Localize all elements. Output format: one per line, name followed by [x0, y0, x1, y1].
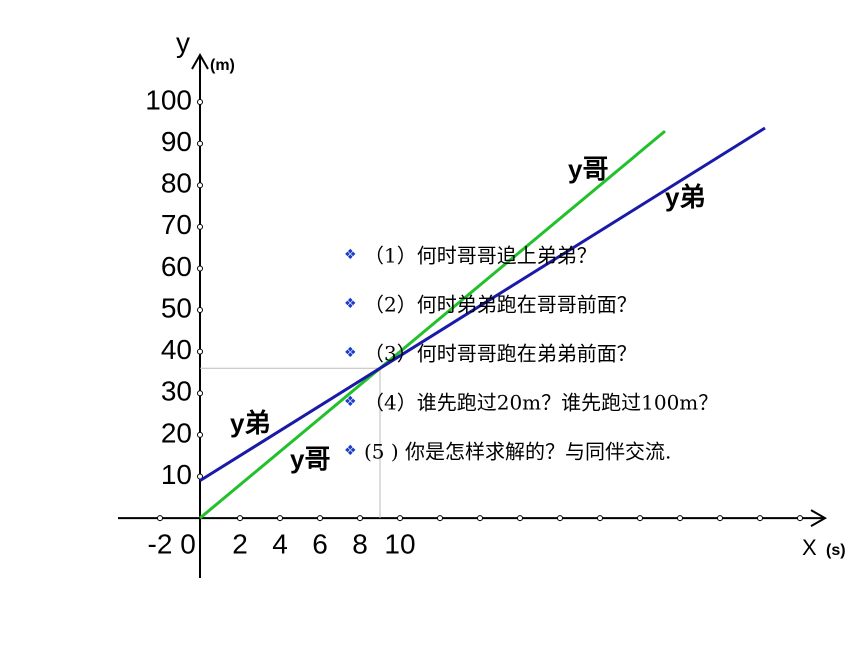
x-tick-label: 2 — [232, 528, 248, 559]
bullet: ❖ — [344, 393, 357, 409]
tick-mark — [157, 515, 163, 522]
tick-mark — [677, 515, 683, 522]
tick-mark — [597, 515, 603, 522]
x-tick-label: 8 — [352, 528, 368, 559]
tick-mark — [557, 515, 563, 522]
bullet: ❖ — [344, 295, 357, 311]
y-tick-label: 90 — [161, 126, 192, 157]
tick-mark — [757, 515, 763, 522]
tick-mark — [637, 515, 643, 522]
x-tick-label: 6 — [312, 528, 328, 559]
x-axis-unit: (s) — [826, 542, 846, 559]
y-tick-label: 30 — [161, 376, 192, 407]
line-label: y哥 — [290, 444, 330, 474]
x-tick-label: -2 — [148, 528, 173, 559]
bullet: ❖ — [344, 246, 357, 262]
tick-mark — [197, 140, 203, 147]
y-axis-label: y — [176, 27, 190, 58]
tick-mark — [237, 515, 243, 522]
y-tick-label: 50 — [161, 292, 192, 323]
tick-mark — [317, 515, 323, 522]
tick-mark — [437, 515, 443, 522]
tick-mark — [797, 515, 803, 522]
y-tick-label: 20 — [161, 417, 192, 448]
bullet: ❖ — [344, 344, 357, 360]
tick-mark — [357, 515, 363, 522]
y-tick-label: 80 — [161, 168, 192, 199]
line-series — [199, 129, 666, 520]
tick-mark — [197, 431, 203, 438]
line-series — [199, 126, 766, 482]
question: （4）谁先跑过20m？谁先跑过100m？ — [364, 391, 718, 415]
y-axis-arrow — [191, 52, 209, 70]
tick-mark — [477, 515, 483, 522]
line-label: y弟 — [665, 182, 705, 212]
x-axis-arrow — [810, 509, 828, 527]
x-tick-label: 0 — [180, 528, 196, 559]
x-tick-label: 10 — [384, 528, 415, 559]
tick-mark — [517, 515, 523, 522]
tick-mark — [397, 515, 403, 522]
x-tick-label: 4 — [272, 528, 288, 559]
y-tick-label: 70 — [161, 209, 192, 240]
bullet: ❖ — [344, 442, 357, 458]
tick-mark — [197, 348, 203, 355]
y-tick-label: 10 — [161, 459, 192, 490]
tick-mark — [197, 265, 203, 272]
question: （1）何时哥哥追上弟弟？ — [364, 244, 597, 268]
tick-mark — [197, 99, 203, 106]
tick-mark — [197, 307, 203, 314]
tick-mark — [277, 515, 283, 522]
line-label: y哥 — [568, 154, 608, 184]
y-tick-label: 40 — [161, 334, 192, 365]
question: （3）何时哥哥跑在弟弟前面？ — [364, 342, 637, 366]
y-tick-label: 100 — [145, 84, 192, 115]
tick-mark — [717, 515, 723, 522]
tick-mark — [197, 390, 203, 397]
x-axis-label: X — [802, 535, 817, 560]
line-label: y弟 — [230, 408, 270, 438]
y-tick-label: 60 — [161, 251, 192, 282]
question: （2）何时弟弟跑在哥哥前面？ — [364, 293, 637, 317]
question: (5 ) 你是怎样求解的？与同伴交流. — [364, 440, 671, 464]
tick-mark — [197, 182, 203, 189]
y-axis-unit: (m) — [210, 57, 235, 74]
tick-mark — [197, 223, 203, 230]
